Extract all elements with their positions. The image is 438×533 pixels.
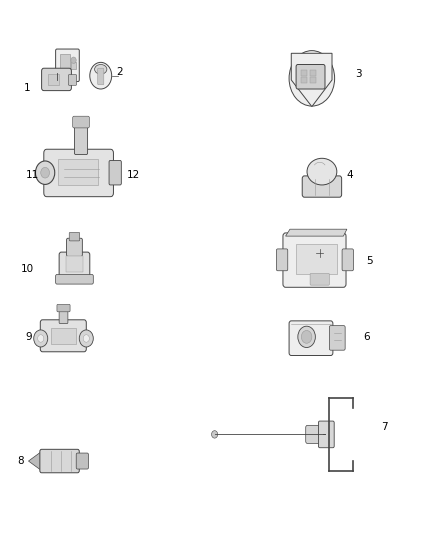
FancyBboxPatch shape [56, 49, 79, 82]
Circle shape [212, 431, 218, 438]
FancyBboxPatch shape [40, 449, 79, 473]
FancyBboxPatch shape [296, 64, 325, 89]
Circle shape [34, 330, 48, 347]
FancyBboxPatch shape [44, 149, 113, 197]
Polygon shape [28, 451, 42, 471]
FancyBboxPatch shape [98, 68, 104, 85]
FancyBboxPatch shape [276, 249, 288, 271]
FancyBboxPatch shape [310, 273, 329, 285]
FancyBboxPatch shape [310, 77, 316, 83]
FancyBboxPatch shape [58, 159, 98, 185]
FancyBboxPatch shape [42, 68, 71, 91]
Ellipse shape [95, 64, 107, 74]
FancyBboxPatch shape [329, 326, 345, 350]
Text: 11: 11 [26, 170, 39, 180]
Text: 3: 3 [355, 69, 361, 78]
FancyBboxPatch shape [74, 125, 88, 155]
FancyBboxPatch shape [302, 176, 342, 197]
FancyBboxPatch shape [289, 321, 333, 356]
Circle shape [35, 161, 55, 184]
FancyBboxPatch shape [68, 75, 77, 85]
Text: 7: 7 [381, 423, 388, 432]
Ellipse shape [307, 158, 337, 185]
Circle shape [79, 330, 93, 347]
Circle shape [71, 57, 76, 63]
FancyBboxPatch shape [310, 70, 316, 76]
FancyBboxPatch shape [69, 232, 80, 241]
Circle shape [41, 167, 49, 178]
FancyBboxPatch shape [283, 233, 346, 287]
FancyBboxPatch shape [48, 74, 59, 85]
Text: 1: 1 [24, 83, 31, 93]
FancyBboxPatch shape [301, 77, 307, 83]
FancyBboxPatch shape [71, 62, 76, 69]
Polygon shape [291, 53, 332, 107]
FancyBboxPatch shape [66, 256, 83, 272]
FancyBboxPatch shape [318, 421, 334, 448]
Circle shape [301, 330, 312, 343]
Polygon shape [286, 229, 347, 236]
Circle shape [38, 335, 44, 342]
FancyBboxPatch shape [56, 274, 93, 284]
Circle shape [90, 62, 112, 89]
FancyBboxPatch shape [51, 328, 76, 344]
FancyBboxPatch shape [76, 453, 88, 469]
Text: 4: 4 [346, 170, 353, 180]
FancyBboxPatch shape [60, 54, 70, 69]
Circle shape [83, 335, 89, 342]
Text: 5: 5 [366, 256, 372, 266]
FancyBboxPatch shape [67, 238, 82, 256]
FancyBboxPatch shape [59, 310, 68, 324]
FancyBboxPatch shape [306, 425, 325, 443]
Text: 6: 6 [364, 332, 370, 342]
Text: 9: 9 [25, 332, 32, 342]
FancyBboxPatch shape [296, 244, 337, 274]
FancyBboxPatch shape [109, 160, 121, 185]
FancyBboxPatch shape [342, 249, 353, 271]
Text: 12: 12 [127, 170, 140, 180]
FancyBboxPatch shape [301, 70, 307, 76]
Text: 10: 10 [21, 264, 34, 274]
Circle shape [298, 326, 315, 348]
FancyBboxPatch shape [59, 252, 90, 280]
FancyBboxPatch shape [73, 116, 89, 128]
FancyBboxPatch shape [57, 304, 70, 312]
FancyBboxPatch shape [40, 320, 86, 352]
Text: 2: 2 [116, 67, 123, 77]
Circle shape [289, 51, 335, 106]
Text: 8: 8 [18, 456, 24, 466]
